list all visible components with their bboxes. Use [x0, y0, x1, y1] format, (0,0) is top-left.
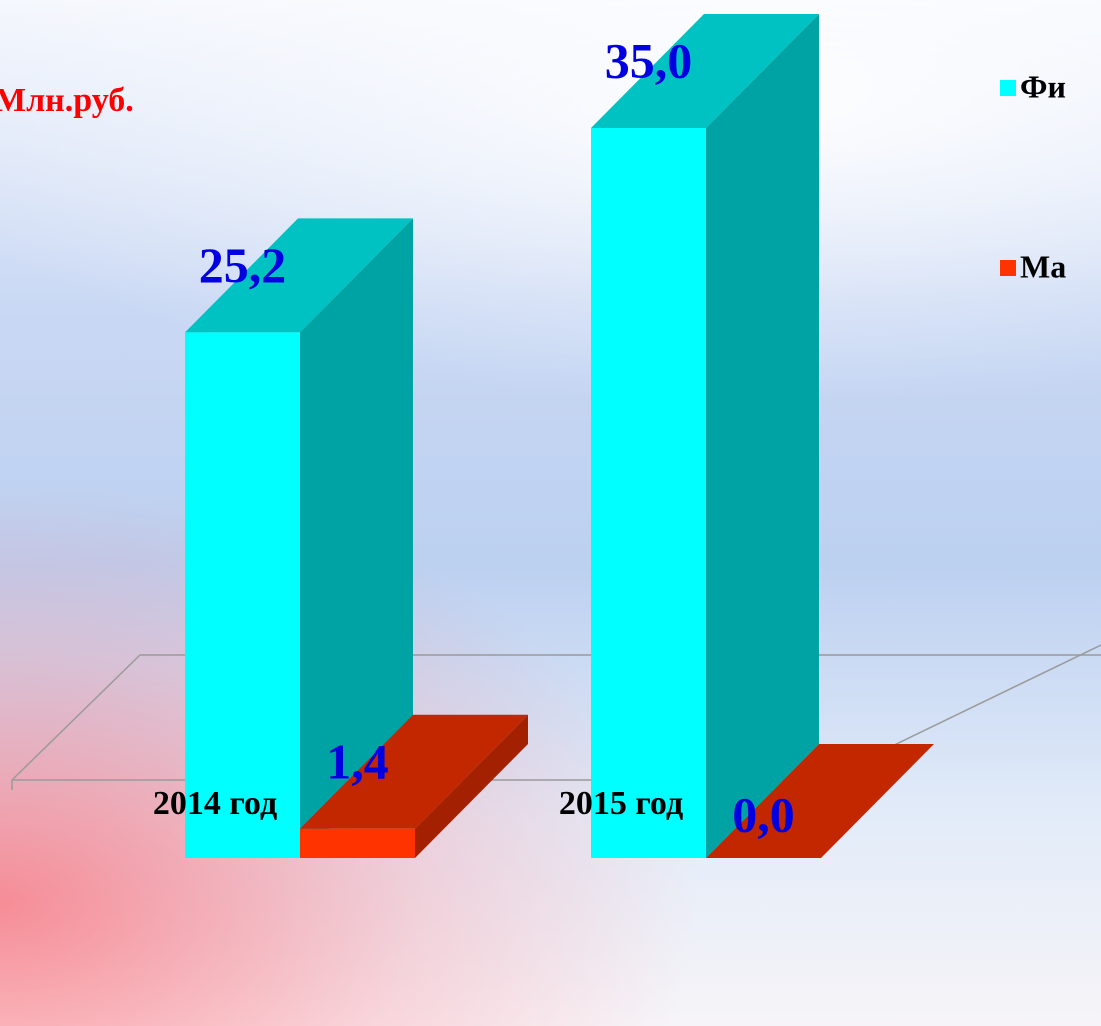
value-label: 25,2: [199, 237, 287, 293]
floor: [11, 644, 1101, 790]
legend-swatch: [1000, 260, 1016, 276]
bar-top: [591, 14, 819, 128]
value-label: 0,0: [732, 786, 795, 842]
legend-swatch: [1000, 80, 1016, 96]
bar-top: [706, 744, 934, 858]
value-label: 35,0: [605, 32, 693, 88]
bar: [591, 128, 706, 858]
floor-left: [11, 654, 141, 781]
x-tick-label: 2015 год: [559, 785, 683, 822]
unit-label: Млн.руб.: [0, 82, 134, 119]
legend-label: Ма: [1020, 248, 1066, 284]
bar-side: [300, 218, 413, 858]
bar-side: [415, 714, 528, 858]
bar-top: [300, 714, 528, 829]
bar: [185, 332, 300, 858]
bar-top: [185, 218, 413, 333]
x-tick-label: 2014 год: [153, 785, 277, 822]
value-label: 1,4: [326, 733, 389, 789]
legend-label: Фи: [1020, 68, 1066, 104]
bar-side: [706, 14, 819, 858]
bar: [300, 828, 415, 858]
